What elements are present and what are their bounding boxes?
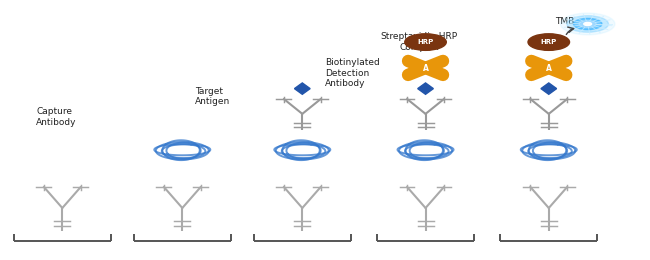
Polygon shape <box>541 83 556 94</box>
Circle shape <box>573 18 602 30</box>
Circle shape <box>528 34 569 50</box>
Circle shape <box>584 22 592 25</box>
Text: Capture
Antibody: Capture Antibody <box>36 107 77 127</box>
Text: TMB: TMB <box>555 17 575 26</box>
Circle shape <box>405 34 447 50</box>
Text: A: A <box>546 64 552 74</box>
Circle shape <box>579 21 596 27</box>
Circle shape <box>567 16 608 32</box>
Text: HRP: HRP <box>541 39 557 45</box>
Text: HRP: HRP <box>417 39 434 45</box>
Text: Streptavidin-HRP
Complex: Streptavidin-HRP Complex <box>380 32 458 52</box>
Circle shape <box>560 13 615 35</box>
Polygon shape <box>418 83 434 94</box>
Text: A: A <box>422 64 428 74</box>
Text: Biotinylated
Detection
Antibody: Biotinylated Detection Antibody <box>325 58 380 88</box>
Polygon shape <box>294 83 310 94</box>
Text: Target
Antigen: Target Antigen <box>195 87 231 106</box>
